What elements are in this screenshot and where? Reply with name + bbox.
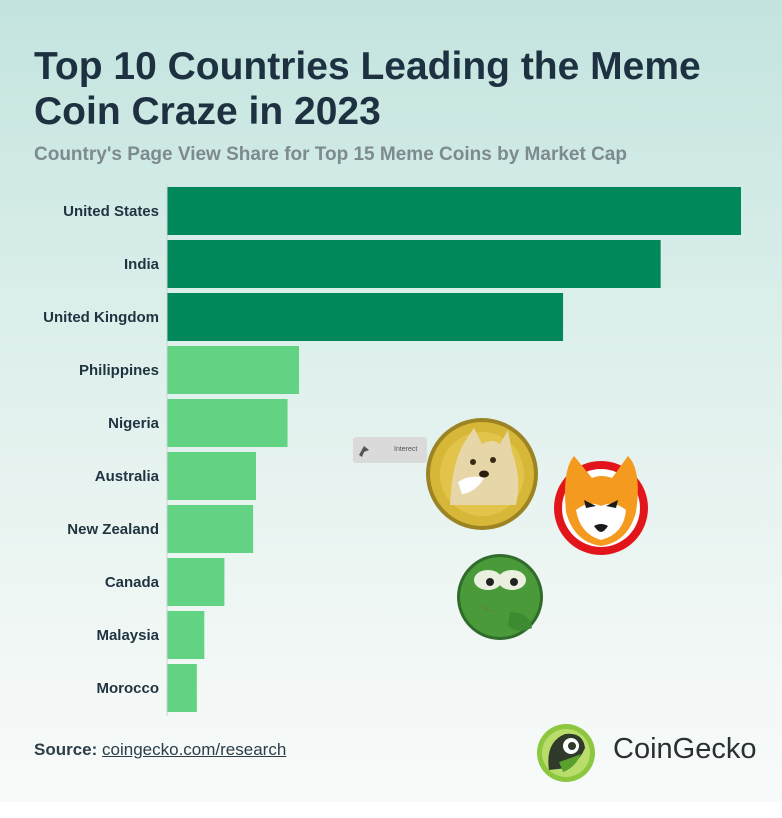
- bar-morocco: [167, 664, 197, 712]
- category-label-india: India: [124, 256, 160, 273]
- source-label: Source:: [34, 740, 98, 759]
- bar-chart: United States India United Kingdom Philippi…: [43, 184, 741, 716]
- bar-nigeria: [167, 399, 288, 447]
- pointer-icon: [359, 446, 369, 457]
- bar-india: [167, 240, 661, 288]
- category-label-united-states: United States: [63, 203, 159, 220]
- bar-australia: [167, 452, 256, 500]
- bar-malaysia: [167, 611, 205, 659]
- shiba-inu-coin-icon: [554, 456, 648, 555]
- category-label-canada: Canada: [105, 574, 160, 591]
- chart-title: Top 10 Countries Leading the Meme Coin C…: [34, 45, 701, 133]
- category-label-malaysia: Malaysia: [96, 627, 159, 644]
- coingecko-logo-icon: [537, 724, 595, 782]
- category-label-australia: Australia: [95, 468, 160, 485]
- bar-philippines: [167, 346, 300, 394]
- category-label-new-zealand: New Zealand: [67, 521, 159, 538]
- brand-name: CoinGecko: [613, 733, 757, 765]
- bar-new-zealand: [167, 505, 254, 553]
- meme-coin-illustrations: [426, 418, 648, 640]
- bar-united-kingdom: [167, 293, 564, 341]
- source-note: Source: coingecko.com/research: [34, 740, 286, 760]
- category-label-nigeria: Nigeria: [108, 415, 160, 432]
- category-label-philippines: Philippines: [79, 362, 159, 379]
- doge-coin-icon: [426, 418, 538, 530]
- chart-subtitle: Country's Page View Share for Top 15 Mem…: [34, 144, 627, 165]
- pepe-coin-icon: [457, 554, 543, 640]
- source-link[interactable]: coingecko.com/research: [102, 740, 287, 759]
- tooltip-label: Interect: [394, 446, 418, 453]
- category-label-morocco: Morocco: [96, 680, 159, 697]
- category-label-united-kingdom: United Kingdom: [43, 309, 159, 326]
- bar-canada: [167, 558, 225, 606]
- bar-united-states: [167, 187, 741, 235]
